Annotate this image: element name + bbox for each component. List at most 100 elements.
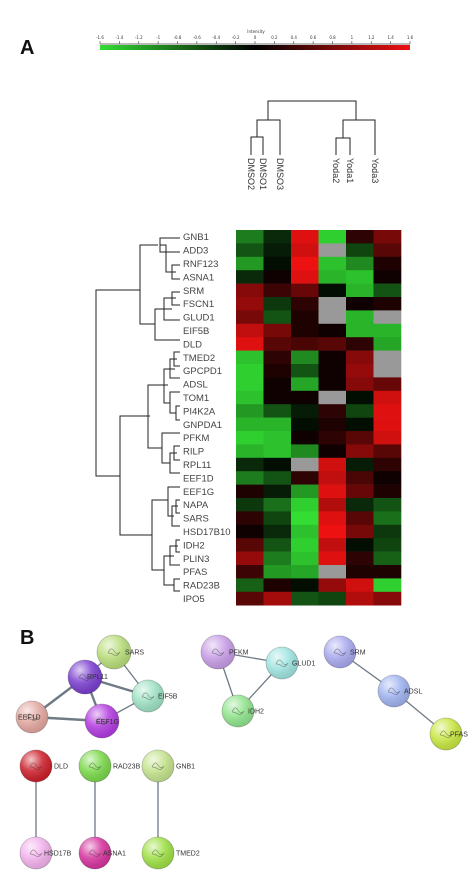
heatmap-cell xyxy=(346,270,374,284)
heatmap-cell xyxy=(236,417,264,432)
gene-label: TMED2 xyxy=(183,353,215,364)
protein-structure-icon xyxy=(107,648,121,656)
node-highlight xyxy=(97,635,131,669)
sample-labels: DMSO2 DMSO1 DMSO3 Yoda2 Yoda1 Yoda3 xyxy=(246,158,380,190)
protein-structure-icon xyxy=(29,849,43,857)
gene-label: ASNA1 xyxy=(183,272,214,283)
heatmap-cell xyxy=(373,270,402,284)
colorbar-tick-label: 0.4 xyxy=(291,35,298,40)
heatmap-cell xyxy=(346,310,374,325)
gene-label: PFKM xyxy=(183,433,209,444)
node-label: EEF1G xyxy=(96,719,119,726)
heatmap-cell xyxy=(318,431,347,445)
colorbar-tick-label: -0.2 xyxy=(232,35,240,40)
network-node: HSD17B xyxy=(19,836,72,870)
heatmap-cell xyxy=(236,310,264,325)
network-node: EEF1G xyxy=(84,703,120,739)
node-label: PFAS xyxy=(450,732,468,739)
heatmap-cell xyxy=(346,444,374,459)
protein-structure-icon xyxy=(78,673,92,681)
heatmap-cell xyxy=(236,350,264,365)
heatmap-cell xyxy=(236,390,264,405)
colorbar-tick-label: -0.6 xyxy=(193,35,201,40)
protein-structure-icon xyxy=(231,707,245,715)
node-label: SARS xyxy=(125,650,144,657)
gene-label: ADD3 xyxy=(183,246,208,257)
protein-structure-icon xyxy=(88,849,102,857)
heatmap-cell xyxy=(318,230,347,244)
heatmap-cell xyxy=(318,578,347,593)
protein-structure-icon xyxy=(151,849,165,857)
gene-label: GPCPD1 xyxy=(183,366,222,377)
heatmap-cell xyxy=(318,390,347,405)
heatmap-cell xyxy=(318,591,347,606)
heatmap-cell xyxy=(373,364,402,378)
heatmap-cell xyxy=(291,538,319,552)
network-node: RAD23B xyxy=(78,749,141,783)
panel-a-label: A xyxy=(20,37,34,59)
protein-structure-icon xyxy=(25,713,39,721)
heatmap-cell xyxy=(318,337,347,351)
gene-label: IDH2 xyxy=(183,540,205,551)
node-label: EEF1D xyxy=(18,715,41,722)
gene-label: PI4K2A xyxy=(183,406,216,417)
colorbar-tick-label: 1.4 xyxy=(387,35,394,40)
protein-structure-icon xyxy=(275,659,289,667)
gene-label: GLUD1 xyxy=(183,313,215,324)
heatmap-cell xyxy=(373,283,402,298)
colorbar-tick-label: -0.8 xyxy=(174,35,182,40)
colorbar-tick-label: -1.6 xyxy=(96,35,104,40)
heatmap-cell xyxy=(291,578,319,593)
heatmap-cell xyxy=(373,390,402,405)
gene-label: GNB1 xyxy=(183,232,209,243)
network-node: GLUD1 xyxy=(265,646,315,680)
heatmap-cell xyxy=(236,524,264,539)
colorbar-tick-label: 0.8 xyxy=(329,35,336,40)
heatmap-cell xyxy=(318,350,347,365)
heatmap-cell xyxy=(291,377,319,392)
gene-label: HSD17B10 xyxy=(183,527,231,538)
gene-label: SARS xyxy=(183,514,209,525)
gene-label: IPO5 xyxy=(183,594,205,605)
heatmap-cell xyxy=(373,323,402,338)
heatmap-cell xyxy=(263,431,292,445)
heatmap-grid xyxy=(236,230,402,606)
heatmap-cell xyxy=(291,565,319,579)
network-node: IDH2 xyxy=(221,694,264,728)
network-node: ADSL xyxy=(377,674,422,708)
heatmap-cell xyxy=(263,297,292,311)
gene-label: PLIN3 xyxy=(183,554,209,565)
node-highlight xyxy=(378,675,410,707)
heatmap-cell xyxy=(346,431,374,445)
heatmap-cell xyxy=(236,323,264,338)
heatmap-cell xyxy=(291,364,319,378)
heatmap-cell xyxy=(291,444,319,459)
heatmap-cell xyxy=(318,417,347,432)
gene-label: GNPDA1 xyxy=(183,420,222,431)
heatmap-cell xyxy=(318,323,347,338)
heatmap-cell xyxy=(291,498,319,512)
gene-label: RILP xyxy=(183,447,204,458)
colorbar-tick-label: 0 xyxy=(254,35,257,40)
heatmap-cell xyxy=(291,297,319,311)
network-node: SRM xyxy=(323,635,366,669)
heatmap-cell xyxy=(346,498,374,512)
heatmap-cell xyxy=(236,511,264,526)
heatmap-cell xyxy=(346,524,374,539)
heatmap-cell xyxy=(263,256,292,271)
heatmap-cell xyxy=(346,390,374,405)
heatmap-cell xyxy=(318,297,347,311)
heatmap-cell xyxy=(236,431,264,445)
heatmap-cell xyxy=(346,377,374,392)
heatmap-cell xyxy=(318,310,347,325)
heatmap-cell xyxy=(346,551,374,566)
colorbar-tick-label: -1 xyxy=(156,35,160,40)
gene-label: EEF1G xyxy=(183,487,214,498)
heatmap-cell xyxy=(373,431,402,445)
heatmap-cell xyxy=(291,417,319,432)
node-highlight xyxy=(266,647,298,679)
gene-label: RNF123 xyxy=(183,259,218,270)
heatmap-cell xyxy=(346,256,374,271)
heatmap-cell xyxy=(346,591,374,606)
sample-label: Yoda3 xyxy=(370,158,380,183)
